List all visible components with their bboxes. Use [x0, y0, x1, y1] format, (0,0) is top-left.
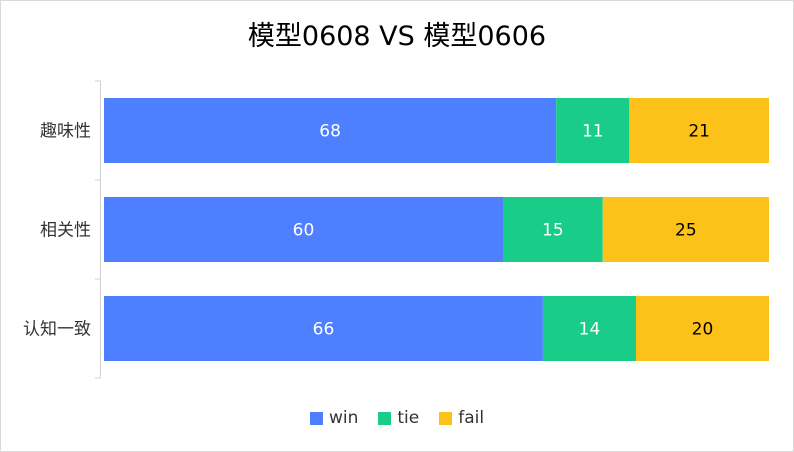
data-label-tie: 11 — [582, 122, 604, 142]
category-label: 趣味性 — [40, 122, 91, 142]
legend-label: win — [329, 408, 358, 428]
category-label: 相关性 — [40, 221, 91, 241]
legend-swatch — [378, 412, 391, 425]
data-label-fail: 20 — [692, 320, 714, 340]
legend-label: fail — [458, 408, 484, 428]
data-label-fail: 25 — [675, 221, 697, 241]
category-label: 认知一致 — [23, 320, 91, 340]
data-label-tie: 14 — [579, 320, 601, 340]
data-label-win: 68 — [319, 122, 341, 142]
chart-legend: win tie fail — [0, 408, 794, 428]
legend-item-win[interactable]: win — [310, 408, 358, 428]
data-label-tie: 15 — [542, 221, 564, 241]
legend-swatch — [439, 412, 452, 425]
legend-item-tie[interactable]: tie — [378, 408, 419, 428]
data-label-win: 60 — [293, 221, 315, 241]
legend-item-fail[interactable]: fail — [439, 408, 484, 428]
data-label-win: 66 — [313, 320, 335, 340]
legend-swatch — [310, 412, 323, 425]
data-label-fail: 21 — [688, 122, 710, 142]
legend-label: tie — [397, 408, 419, 428]
